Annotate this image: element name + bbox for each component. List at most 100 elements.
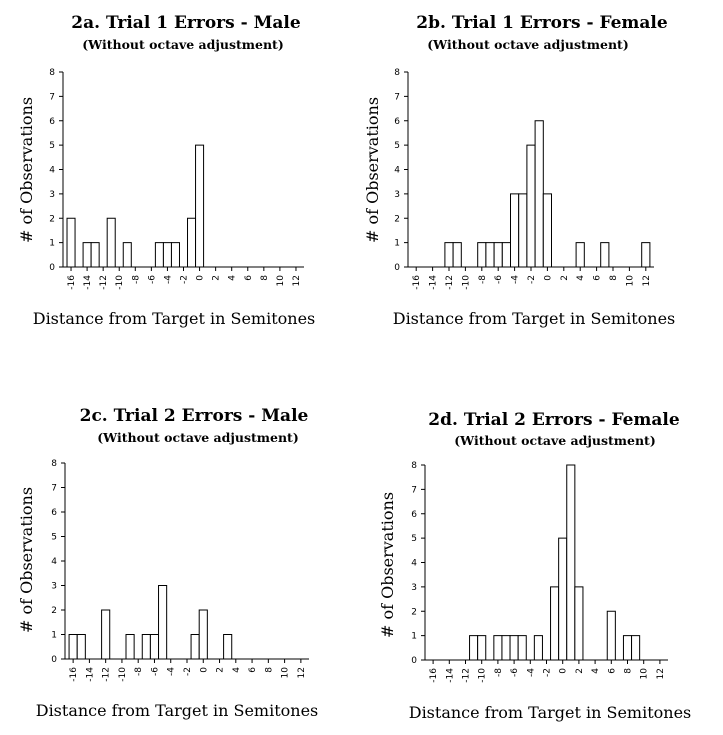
chart-panel-1: 2a. Trial 1 Errors - Male (Without octave… [17, 13, 315, 328]
histogram-bar [493, 635, 503, 661]
y-tick-label: 7 [51, 484, 57, 494]
x-tick-label: -8 [494, 668, 504, 677]
x-tick-label: -8 [478, 275, 488, 284]
histogram-bar [534, 120, 544, 268]
histogram-bar [106, 217, 116, 268]
y-tick-label: 1 [51, 631, 57, 641]
chart-panel-3: 2c. Trial 2 Errors - Male (Without octave… [17, 406, 318, 720]
y-tick-label: 3 [51, 582, 57, 592]
histogram-bar [477, 242, 487, 268]
y-tick-label: 2 [49, 214, 55, 224]
y-tick-label: 5 [51, 533, 57, 543]
x-tick-label: -2 [180, 275, 190, 284]
chart-title: 2a. Trial 1 Errors - Male [71, 13, 301, 33]
x-tick-label: 10 [625, 275, 635, 287]
x-tick-label: 12 [656, 668, 666, 679]
x-tick-label: -2 [183, 667, 193, 676]
chart-subtitle: (Without octave adjustment) [82, 37, 284, 52]
histogram-bar [154, 242, 164, 268]
y-tick-label: 0 [51, 655, 57, 665]
x-tick-label: -16 [69, 667, 79, 682]
histogram-bar [170, 242, 180, 268]
x-tick-label: -16 [412, 275, 422, 290]
x-tick-label: 4 [232, 667, 242, 673]
y-tick-label: 3 [49, 190, 55, 200]
y-tick-label: 1 [49, 239, 55, 249]
histogram-bar [469, 635, 479, 661]
histogram-bar [558, 537, 568, 661]
x-tick-label: -8 [134, 667, 144, 676]
y-tick-label: 0 [394, 263, 400, 273]
x-tick-label: 6 [244, 275, 254, 281]
y-tick-label: 8 [51, 459, 57, 469]
histogram-bar [187, 217, 197, 268]
x-tick-label: -16 [67, 275, 77, 290]
y-tick-label: 2 [394, 214, 400, 224]
histogram-bar [198, 609, 208, 660]
x-tick-label: -12 [102, 667, 112, 682]
x-tick-label: -6 [147, 275, 157, 284]
y-tick-label: 7 [49, 92, 55, 102]
y-axis-label: # of Observations [17, 97, 36, 243]
x-tick-label: -16 [429, 668, 439, 683]
histogram-bar [501, 242, 511, 268]
histogram-bar [517, 635, 527, 661]
histogram-bar [518, 193, 528, 268]
x-axis-label: Distance from Target in Semitones [36, 701, 319, 720]
histogram-bar [493, 242, 503, 268]
x-axis-label: Distance from Target in Semitones [409, 703, 692, 722]
histogram-bar [141, 634, 151, 660]
histogram-bar [477, 635, 487, 661]
histogram-bar [68, 634, 78, 660]
x-axis-label: Distance from Target in Semitones [33, 309, 316, 328]
x-tick-label: -2 [543, 668, 553, 677]
histogram-bar [542, 193, 552, 268]
histogram-bar [600, 242, 610, 268]
x-tick-label: -4 [526, 668, 536, 677]
x-tick-label: 2 [212, 275, 222, 281]
y-tick-label: 0 [411, 656, 417, 666]
histogram-bar [149, 634, 160, 660]
chart-subtitle: (Without octave adjustment) [97, 430, 299, 445]
x-tick-label: 0 [543, 275, 553, 281]
histogram-bar [101, 609, 111, 660]
histogram-bar [606, 610, 616, 661]
y-tick-label: 1 [394, 239, 400, 249]
histogram-bar [90, 242, 100, 268]
chart-title: 2c. Trial 2 Errors - Male [80, 406, 309, 426]
y-tick-label: 4 [49, 166, 55, 176]
histogram-bar [66, 217, 76, 268]
histogram-bar [190, 634, 200, 660]
x-tick-label: -4 [511, 275, 521, 284]
y-tick-label: 3 [411, 583, 417, 593]
y-tick-label: 5 [411, 534, 417, 544]
x-axis-label: Distance from Target in Semitones [393, 309, 676, 328]
x-tick-label: 0 [196, 275, 206, 281]
histogram-bar [223, 634, 233, 660]
x-tick-label: -10 [478, 668, 488, 683]
histogram-bar [575, 242, 585, 268]
x-tick-label: -6 [494, 275, 504, 284]
histogram-bar [550, 586, 560, 661]
y-axis-label: # of Observations [363, 97, 382, 243]
y-tick-label: 5 [49, 141, 55, 151]
histogram-bar [122, 242, 132, 268]
x-tick-label: 12 [292, 275, 302, 286]
x-tick-label: 8 [260, 275, 270, 281]
x-tick-label: 6 [593, 275, 603, 281]
x-tick-label: 2 [575, 668, 585, 674]
y-tick-label: 4 [394, 166, 400, 176]
y-tick-label: 2 [411, 607, 417, 617]
histogram-bar [82, 242, 92, 268]
y-tick-label: 5 [394, 141, 400, 151]
histogram-bar [162, 242, 172, 268]
x-tick-label: -14 [83, 275, 93, 290]
histogram-bar [510, 193, 520, 268]
histogram-bar [125, 634, 135, 660]
x-tick-label: -10 [118, 667, 128, 682]
y-axis-label: # of Observations [17, 487, 36, 633]
chart-subtitle: (Without octave adjustment) [427, 37, 629, 52]
x-tick-label: -12 [99, 275, 109, 290]
x-tick-label: -8 [131, 275, 141, 284]
